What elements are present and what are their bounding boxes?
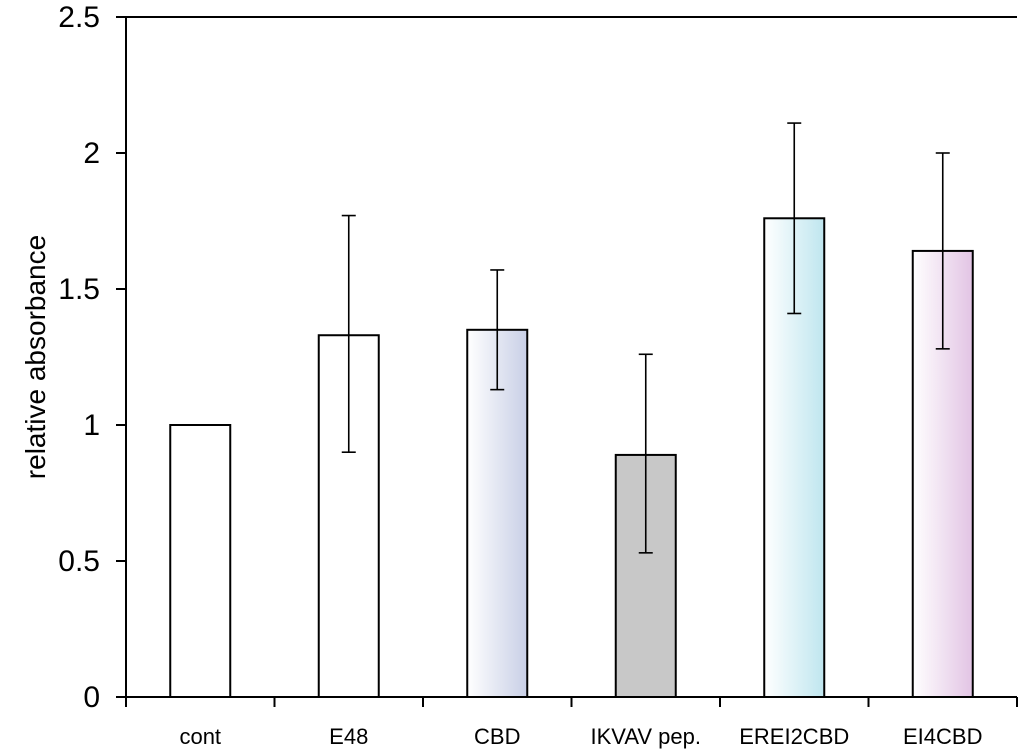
x-tick-label: CBD <box>474 724 520 749</box>
y-axis-title: relative absorbance <box>20 235 51 479</box>
x-tick-label: EREI2CBD <box>739 724 849 749</box>
y-tick-label: 1.5 <box>58 273 100 306</box>
error-bar <box>490 269 505 391</box>
x-tick-label: IKVAV pep. <box>591 724 701 749</box>
bar-cont <box>169 424 232 698</box>
y-tick-label: 2 <box>83 137 100 170</box>
x-tick-label: E48 <box>329 724 368 749</box>
y-tick-label: 1 <box>83 409 100 442</box>
bar-erei2cbd <box>763 217 826 698</box>
y-tick-label: 0.5 <box>58 545 100 578</box>
bars-layer <box>169 217 974 699</box>
x-tick-label: cont <box>179 724 221 749</box>
error-bar <box>341 214 356 454</box>
x-categories-layer: cont E48 CBD IKVAV pep. EREI2CBD EI4CBD <box>179 724 982 749</box>
y-ticks-layer: 0 0.5 1 1.5 2 2.5 <box>58 1 126 714</box>
error-bars-layer <box>193 122 950 554</box>
bar-cbd <box>466 328 529 698</box>
error-bar <box>638 353 653 554</box>
x-tick-label: EI4CBD <box>903 724 982 749</box>
y-tick-label: 0 <box>83 681 100 714</box>
axes-layer <box>125 16 1018 707</box>
y-tick-label: 2.5 <box>58 1 100 34</box>
error-bar <box>935 152 950 350</box>
error-bar <box>787 122 802 315</box>
